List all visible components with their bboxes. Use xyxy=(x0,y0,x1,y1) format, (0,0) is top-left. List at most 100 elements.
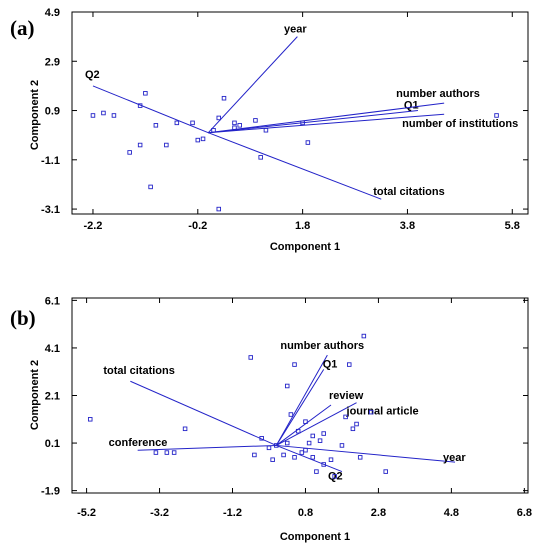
panel-a-data-point xyxy=(174,120,180,126)
panel-b-y-tick-label: 0.1 xyxy=(45,438,60,450)
panel-a-vector-label-q2: Q2 xyxy=(85,69,100,81)
panel-b-data-point xyxy=(284,383,290,389)
panel-a-vector-label-year: year xyxy=(284,24,307,36)
panel-b-data-point xyxy=(248,355,254,360)
panel-b-data-point xyxy=(346,362,352,367)
panel-b-x-tick-label: -1.2 xyxy=(223,507,242,519)
panel-a-x-tick-label: -0.2 xyxy=(188,220,207,232)
panel-a-data-point xyxy=(200,136,206,142)
panel-a-data-point xyxy=(494,113,499,118)
panel-a-data-point xyxy=(195,137,201,143)
panel-a-data-point xyxy=(237,123,242,128)
panel-b-x-tick-label: 2.8 xyxy=(371,507,386,519)
panel-b-data-point xyxy=(270,457,275,462)
panel-b-y-tick-label: 2.1 xyxy=(45,391,60,403)
panel-a-data-point xyxy=(211,127,216,133)
panel-a-vector-label-total-citations: total citations xyxy=(373,186,445,198)
panel-b-vector-year xyxy=(276,444,456,463)
panel-b-y-tick-label: -1.9 xyxy=(41,486,60,498)
panel-b-data-point xyxy=(164,450,170,455)
panel-b-data-point xyxy=(383,469,388,474)
panel-b-data-point xyxy=(321,431,326,436)
panel-b-vector-number-authors xyxy=(275,354,328,446)
panel-b-vector-q2 xyxy=(276,444,343,473)
panel-b-data-point xyxy=(368,409,374,415)
panel-a-y-axis-title: Component 2 xyxy=(29,80,41,150)
panel-a-vector-number-authors xyxy=(208,102,445,134)
panel-b-data-point xyxy=(171,450,177,455)
panel-b-data-point xyxy=(284,440,290,446)
panel-b-vector-label-journal-article: journal article xyxy=(346,406,419,418)
panel-b-data-point xyxy=(299,450,305,455)
panel-a-data-point xyxy=(232,125,237,131)
panel-b-y-tick-label: 6.1 xyxy=(45,295,60,307)
panel-a-data-point xyxy=(258,155,263,160)
panel-b-label: (b) xyxy=(10,306,36,330)
panel-a-data-point xyxy=(164,142,169,148)
panel-b-data-point xyxy=(274,443,279,448)
panel-b-x-tick-label: 6.8 xyxy=(517,507,532,519)
panel-b-data-point xyxy=(292,455,297,460)
panel-b-data-point xyxy=(343,414,348,420)
panel-a-data-point xyxy=(232,120,237,126)
panel-b-vector-label-conference: conference xyxy=(109,437,168,449)
panel-b-data-point xyxy=(182,426,188,432)
panel-b-vector-journal-article xyxy=(276,402,357,446)
panel-b-data-point xyxy=(292,362,297,367)
panel-a-data-point xyxy=(221,95,227,101)
panel-a-vector-year xyxy=(207,36,298,134)
panel-b-vector-q1 xyxy=(275,369,325,446)
panel-b-data-point xyxy=(354,421,359,427)
panel-b-x-tick-label: -5.2 xyxy=(77,507,96,519)
panel-b-data-point xyxy=(153,450,159,455)
panel-a-y-tick-label: -3.1 xyxy=(41,204,60,216)
panel-b-data-point xyxy=(328,457,334,462)
panel-a-x-tick-label: 5.8 xyxy=(505,220,520,232)
panel-b-data-point xyxy=(357,455,363,460)
panel-b-data-point xyxy=(288,412,294,417)
panel-a-data-point xyxy=(263,127,269,133)
panel-b-data-point xyxy=(350,426,356,432)
panel-a-x-tick-label: 1.8 xyxy=(295,220,310,232)
panel-b-vector-review xyxy=(275,404,332,446)
panel-a-y-tick-label: 0.9 xyxy=(45,106,60,118)
panel-a-y-tick-label: -1.1 xyxy=(41,155,60,167)
panel-a-data-point xyxy=(90,113,96,118)
panel-b-data-point xyxy=(259,436,264,441)
panel-a-x-tick-label: -2.2 xyxy=(83,220,102,232)
panel-b-data-point xyxy=(303,447,308,453)
panel-a-data-point xyxy=(111,113,117,118)
panel-b-vector-label-q1: Q1 xyxy=(323,358,338,370)
panel-b-y-tick-label: 4.1 xyxy=(45,343,60,355)
panel-b-data-point xyxy=(339,443,345,448)
panel-b-data-point xyxy=(321,462,326,467)
panel-a-data-point xyxy=(305,140,311,145)
panel-b-vector-total-citations xyxy=(130,380,277,446)
panel-a-vector-total-citations xyxy=(208,132,382,200)
panel-b-data-point xyxy=(317,438,323,443)
panel-a-data-point xyxy=(190,120,195,126)
panel-b-vector-label-total-citations: total citations xyxy=(103,365,175,377)
panel-a-x-axis-title: Component 1 xyxy=(270,241,340,253)
panel-b-data-point xyxy=(361,333,367,339)
panel-a-data-point xyxy=(153,123,159,128)
panel-a-y-tick-label: 4.9 xyxy=(45,7,60,19)
panel-b-data-point xyxy=(306,440,312,446)
panel-b-data-point xyxy=(281,452,286,458)
panel-b-x-tick-label: 4.8 xyxy=(444,507,459,519)
panel-b-vector-label-number-authors: number authors xyxy=(280,340,364,352)
panel-b-data-point xyxy=(87,417,93,422)
panel-a-data-point xyxy=(137,103,143,108)
panel-a-data-point xyxy=(101,110,106,116)
panel-a-data-point xyxy=(127,150,132,155)
panel-b-data-point xyxy=(266,445,272,451)
panel-a-x-tick-label: 3.8 xyxy=(400,220,415,232)
panel-b-vector-label-q2: Q2 xyxy=(328,471,343,483)
panel-a-data-point xyxy=(253,118,258,123)
panel-b-data-point xyxy=(303,419,308,424)
panel-b-data-point xyxy=(310,433,316,439)
panel-b-x-tick-label: -3.2 xyxy=(150,507,169,519)
panel-a-data-point xyxy=(148,184,153,190)
panel-a-plot-frame xyxy=(71,11,529,215)
panel-b-data-point xyxy=(295,428,301,434)
